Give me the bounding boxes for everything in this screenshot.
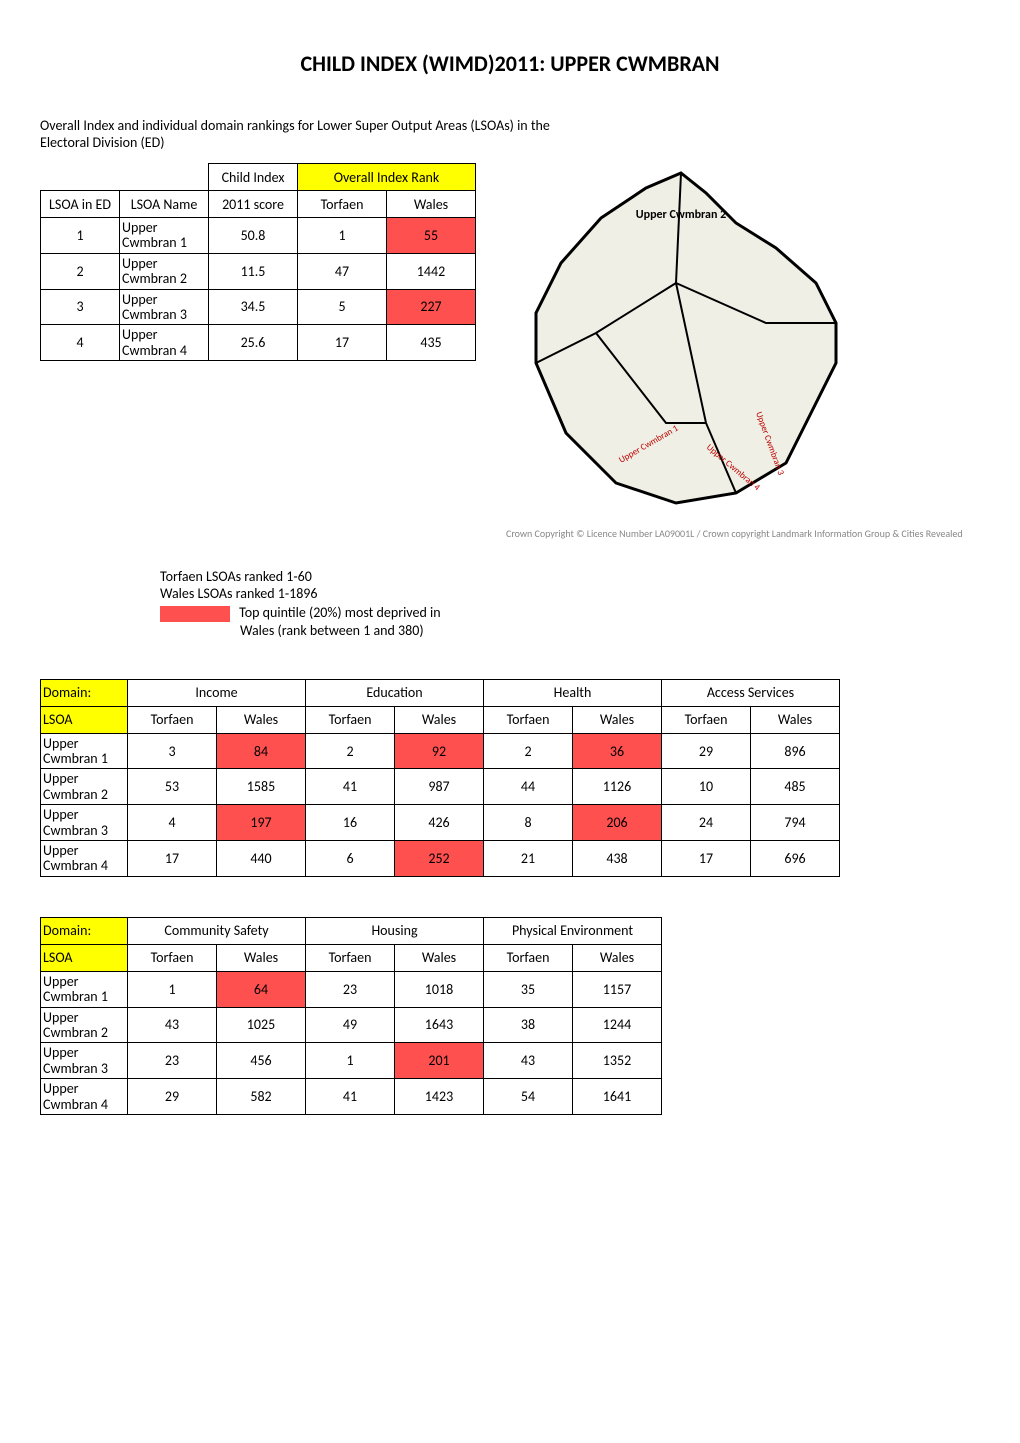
page-title: CHILD INDEX (WIMD)2011: UPPER CWMBRAN	[40, 50, 980, 77]
notes-line3b: Wales (rank between 1 and 380)	[240, 622, 980, 639]
table-row: 1UpperCwmbran 150.8155	[41, 218, 476, 254]
notes-block: Torfaen LSOAs ranked 1-60 Wales LSOAs ra…	[160, 568, 980, 639]
table-row: UpperCwmbran 25315854198744112610485	[41, 769, 840, 805]
table-row: UpperCwmbran 41744062522143817696	[41, 841, 840, 877]
table-row: UpperCwmbran 429582411423541641	[41, 1079, 662, 1115]
map-svg: Upper Cwmbran 2 Upper Cwmbran 3 Upper Cw…	[506, 163, 856, 523]
domain-table-1: Domain:IncomeEducationHealthAccess Servi…	[40, 679, 980, 877]
table-row: UpperCwmbran 1164231018351157	[41, 971, 662, 1007]
domain-table: Domain:Community SafetyHousingPhysical E…	[40, 917, 662, 1115]
map-footer: Crown Copyright © Licence Number LA09001…	[506, 527, 963, 540]
table-row: 3UpperCwmbran 334.55227	[41, 289, 476, 325]
deprived-swatch	[160, 606, 230, 622]
table-row: UpperCwmbran 138429223629896	[41, 733, 840, 769]
overall-table-container: Child IndexOverall Index RankLSOA in EDL…	[40, 163, 476, 361]
notes-line3a: Top quintile (20%) most deprived in	[239, 604, 440, 621]
table-row: UpperCwmbran 3419716426820624794	[41, 805, 840, 841]
notes-line2: Wales LSOAs ranked 1-1896	[160, 585, 980, 602]
domain-table: Domain:IncomeEducationHealthAccess Servi…	[40, 679, 840, 877]
table-row: 2UpperCwmbran 211.5471442	[41, 253, 476, 289]
domain-table-2: Domain:Community SafetyHousingPhysical E…	[40, 917, 980, 1115]
table-row: UpperCwmbran 2431025491643381244	[41, 1007, 662, 1043]
table-row: UpperCwmbran 3234561201431352	[41, 1043, 662, 1079]
intro-text: Overall Index and individual domain rank…	[40, 117, 580, 151]
overall-table: Child IndexOverall Index RankLSOA in EDL…	[40, 163, 476, 361]
map-label: Upper Cwmbran 2	[636, 208, 726, 222]
table-row: 4UpperCwmbran 425.617435	[41, 325, 476, 361]
notes-line1: Torfaen LSOAs ranked 1-60	[160, 568, 980, 585]
map-container: Upper Cwmbran 2 Upper Cwmbran 3 Upper Cw…	[506, 163, 963, 540]
